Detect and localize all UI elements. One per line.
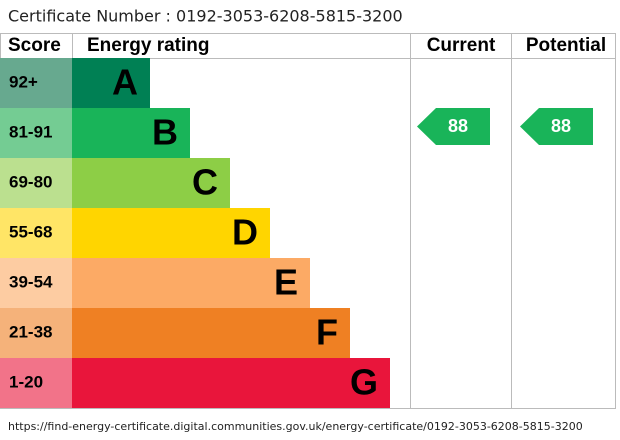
band-letter: F [316, 312, 338, 353]
column-header: Current [427, 35, 496, 56]
current-arrow [417, 108, 490, 145]
score-label: 21-38 [9, 322, 52, 341]
potential-arrow [520, 108, 593, 145]
band-bar [72, 358, 390, 408]
band-bar [72, 208, 270, 258]
score-cell [0, 108, 72, 158]
column-header: Potential [526, 35, 606, 56]
score-cell [0, 308, 72, 358]
band-letter: G [350, 362, 378, 403]
band-bar [72, 258, 310, 308]
score-cell [0, 208, 72, 258]
band-letter: E [274, 262, 298, 303]
band-letter: B [152, 112, 178, 153]
band-letter: A [112, 62, 138, 103]
score-cell [0, 258, 72, 308]
column-header: Score [8, 35, 61, 56]
score-label: 1-20 [9, 372, 43, 391]
current-rating: 88 [448, 116, 468, 136]
score-cell [0, 358, 72, 408]
potential-rating: 88 [551, 116, 571, 136]
score-cell [0, 58, 72, 108]
score-label: 55-68 [9, 222, 52, 241]
band-bar [72, 308, 350, 358]
band-letter: C [192, 162, 218, 203]
certificate-number: Certificate Number : 0192-3053-6208-5815… [8, 7, 403, 26]
band-bar [72, 108, 190, 158]
rating-bands: 92+ A 81-91 B 69-80 C 55-68 D 39-54 E 21-38 F 1-20 G [0, 58, 390, 408]
column-header: Energy rating [87, 35, 209, 56]
band-letter: D [232, 212, 258, 253]
band-bar [72, 158, 230, 208]
band-bar [72, 58, 150, 108]
score-label: 69-80 [9, 172, 52, 191]
score-label: 92+ [9, 72, 38, 91]
footer-url: https://find-energy-certificate.digital.… [8, 420, 583, 433]
score-label: 39-54 [9, 272, 53, 291]
score-label: 81-91 [9, 122, 52, 141]
score-cell [0, 158, 72, 208]
